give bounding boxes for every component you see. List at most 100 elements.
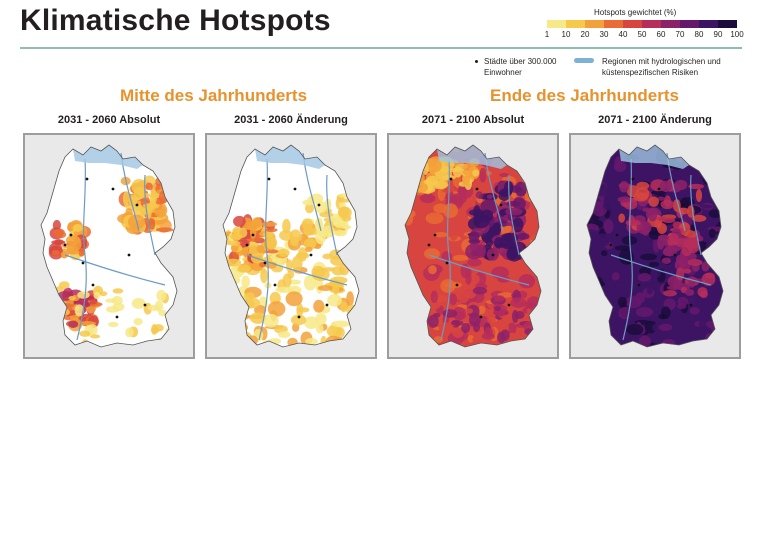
hotspot-patch xyxy=(303,238,317,250)
hotspot-patch xyxy=(322,253,333,260)
hotspot-patch xyxy=(414,323,428,331)
river-line xyxy=(76,158,87,341)
city-marker xyxy=(627,261,631,265)
hotspot-patch xyxy=(405,257,415,273)
hotspot-patch xyxy=(155,227,174,233)
hotspot-patch xyxy=(279,230,294,241)
hotspot-patch xyxy=(425,212,444,225)
hotspot-patch xyxy=(635,239,651,251)
hotspot-patch xyxy=(275,286,294,293)
scale-swatch xyxy=(547,20,566,28)
hotspot-patch xyxy=(603,259,614,273)
hotspot-patch xyxy=(587,318,601,333)
hotspot-patch xyxy=(641,221,650,236)
city-marker xyxy=(115,315,119,319)
hotspot-patch xyxy=(481,332,495,340)
city-marker xyxy=(91,283,95,287)
hotspot-patch xyxy=(516,145,524,155)
hotspot-patch xyxy=(648,196,659,207)
hotspot-patch xyxy=(614,245,631,251)
hotspot-patch xyxy=(499,188,512,197)
hotspot-layer xyxy=(48,175,177,347)
hotspot-patch xyxy=(716,199,723,210)
hotspot-patch xyxy=(304,316,319,330)
hotspot-patch xyxy=(648,261,660,267)
city-marker xyxy=(661,315,665,319)
legend-cities: Städte über 300.000 Einwohner xyxy=(484,57,557,77)
hotspot-patch xyxy=(346,291,354,307)
hotspot-patch xyxy=(657,222,668,234)
hotspot-patch xyxy=(656,348,670,354)
hotspot-patch xyxy=(661,257,672,264)
hotspot-patch xyxy=(511,217,524,233)
hotspot-patch xyxy=(105,298,117,303)
hotspot-patch xyxy=(688,183,705,190)
hotspot-patch xyxy=(587,298,596,305)
hotspot-patch xyxy=(658,323,673,332)
hotspot-patch xyxy=(663,289,677,297)
hotspot-patch xyxy=(411,227,424,239)
hotspot-patch xyxy=(640,253,658,261)
hotspot-patch xyxy=(531,311,541,327)
hotspot-patch xyxy=(337,198,351,203)
hotspot-patch xyxy=(627,308,636,322)
hotspot-patch xyxy=(311,268,330,282)
city-marker xyxy=(251,233,255,237)
hotspot-patch xyxy=(156,337,168,344)
city-marker xyxy=(681,203,685,207)
hotspot-patch xyxy=(267,301,286,317)
hotspot-patch xyxy=(657,236,665,250)
hotspot-patch xyxy=(617,196,632,203)
hotspot-patch xyxy=(297,307,310,313)
hotspot-patch xyxy=(486,194,493,199)
hotspot-patch xyxy=(282,218,291,234)
river-line xyxy=(246,254,348,286)
hotspot-patch xyxy=(249,225,257,239)
hotspot-patch xyxy=(452,254,469,262)
hotspot-patch xyxy=(497,331,506,343)
city-marker xyxy=(433,233,437,237)
hotspot-patch xyxy=(708,228,716,239)
hotspot-patch xyxy=(716,295,723,305)
hotspot-patch xyxy=(408,292,423,302)
hotspot-patch xyxy=(473,322,481,333)
city-marker xyxy=(445,261,449,265)
hotspot-patch xyxy=(699,290,708,299)
hotspot-patch xyxy=(716,154,723,162)
hotspot-patch xyxy=(315,324,324,334)
map-panel-2031-2060-aenderung xyxy=(205,133,377,359)
hotspot-patch xyxy=(58,281,70,289)
hotspot-patch xyxy=(500,146,519,156)
city-marker xyxy=(143,303,147,307)
scale-tick: 100 xyxy=(730,30,744,39)
hotspot-patch xyxy=(131,298,146,309)
hotspot-patch xyxy=(89,298,97,305)
river-line xyxy=(428,254,530,286)
city-marker xyxy=(69,233,73,237)
hotspot-patch xyxy=(167,339,175,346)
hotspot-patch xyxy=(149,193,157,205)
city-marker xyxy=(475,187,479,191)
hotspot-patch xyxy=(675,254,686,265)
hotspot-patch xyxy=(495,243,511,248)
scale-swatch xyxy=(623,20,642,28)
hotspot-patch xyxy=(67,222,75,232)
hotspot-patch xyxy=(55,231,67,239)
hotspot-patch xyxy=(507,322,517,336)
scale-swatch xyxy=(718,20,737,28)
hotspot-patch xyxy=(406,145,420,160)
hotspot-patch xyxy=(223,312,234,326)
river-line xyxy=(258,158,269,341)
hotspot-patch xyxy=(703,247,715,257)
hotspot-patch xyxy=(494,305,501,312)
hotspot-patch xyxy=(168,315,177,324)
hotspot-patch xyxy=(340,301,348,313)
hotspot-patch xyxy=(325,335,341,347)
hotspot-patch xyxy=(626,324,644,336)
hotspot-patch xyxy=(133,318,143,326)
hotspot-patch xyxy=(315,312,327,326)
country-outline xyxy=(222,144,360,348)
hotspot-patch xyxy=(223,291,241,302)
hotspot-patch xyxy=(499,172,510,178)
hotspot-patch xyxy=(228,294,243,301)
